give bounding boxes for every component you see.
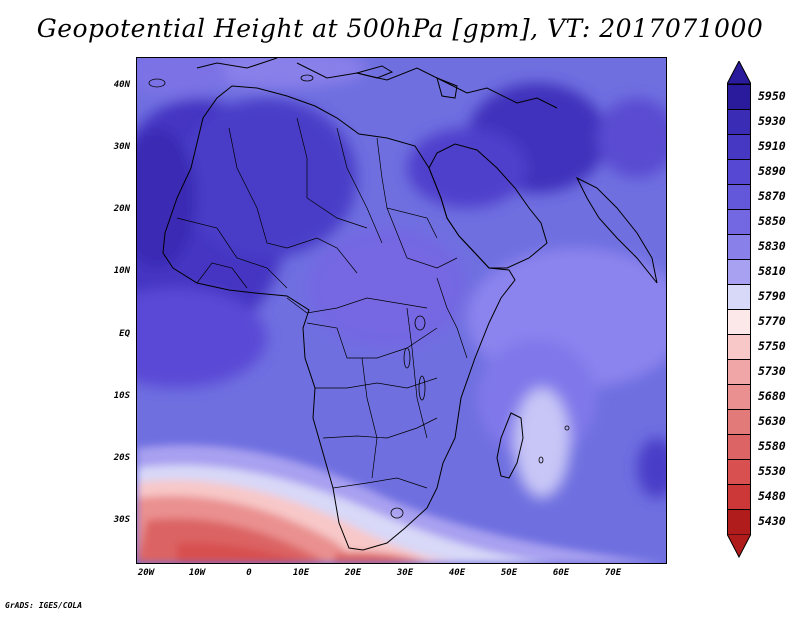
colorbar-label: 5680 [758, 388, 786, 403]
colorbar-bottom-arrow [727, 534, 751, 558]
colorbar-swatch [727, 509, 751, 535]
lon-label-70e: 70E [604, 568, 622, 578]
lat-label-30n: 30N [113, 142, 130, 152]
field-shading [137, 58, 666, 498]
trough-bands [137, 445, 666, 563]
colorbar-swatch [727, 309, 751, 335]
lon-label-0: 0 [246, 568, 252, 578]
lat-label-eq: EQ [119, 329, 130, 339]
colorbar-swatch [727, 284, 751, 310]
colorbar-label: 5770 [758, 313, 786, 328]
lon-label-50e: 50E [500, 568, 518, 578]
india-coast [575, 176, 658, 284]
colorbar-label: 5950 [758, 88, 786, 103]
lakes-islands [148, 74, 570, 519]
lat-label-20n: 20N [113, 204, 130, 214]
lon-label-20e: 20E [344, 568, 362, 578]
lat-label-40n: 40N [113, 80, 130, 90]
lon-label-60e: 60E [552, 568, 570, 578]
lat-label-10n: 10N [113, 266, 130, 276]
colorbar-swatch [727, 234, 751, 260]
colorbar-label: 5430 [758, 513, 786, 528]
grads-credit: GrADS: IGES/COLA [5, 601, 83, 610]
lon-label-20w: 20W [137, 568, 155, 578]
colorbar-swatch [727, 459, 751, 485]
lon-label-40e: 40E [448, 568, 466, 578]
colorbar-swatch [727, 109, 751, 135]
colorbar-swatch [727, 134, 751, 160]
colorbar-label: 5750 [758, 338, 786, 353]
colorbar-swatch [727, 359, 751, 385]
lon-label-10e: 10E [292, 568, 310, 578]
colorbar-swatch [727, 84, 751, 110]
map-panel [136, 57, 667, 564]
colorbar-label: 5530 [758, 463, 786, 478]
inland-seas [355, 65, 458, 99]
colorbar-label: 5930 [758, 113, 786, 128]
lat-label-30s: 30S [113, 515, 130, 525]
colorbar-swatch [727, 484, 751, 510]
lon-label-30e: 30E [396, 568, 414, 578]
colorbar-label: 5810 [758, 263, 786, 278]
colorbar: 5950 5930 5910 5890 5870 5850 5830 5810 5790 5770… [722, 61, 800, 562]
lon-label-10w: 10W [188, 568, 206, 578]
colorbar-swatch [727, 434, 751, 460]
colorbar-label: 5890 [758, 163, 786, 178]
colorbar-label: 5870 [758, 188, 786, 203]
colorbar-swatch [727, 209, 751, 235]
africa-coast [162, 85, 516, 551]
map-title: Geopotential Height at 500hPa [gpm], VT:… [36, 14, 764, 43]
colorbar-swatch [727, 384, 751, 410]
colorbar-label: 5830 [758, 238, 786, 253]
colorbar-swatch [727, 334, 751, 360]
colorbar-label: 5580 [758, 438, 786, 453]
geopotential-field [137, 58, 666, 563]
colorbar-label: 5630 [758, 413, 786, 428]
arabia-coast [428, 143, 548, 269]
country-borders [176, 117, 468, 489]
colorbar-label: 5730 [758, 363, 786, 378]
lat-label-20s: 20S [113, 453, 130, 463]
madagascar-coast [496, 412, 524, 479]
colorbar-label: 5480 [758, 488, 786, 503]
colorbar-label: 5910 [758, 138, 786, 153]
colorbar-swatch [727, 259, 751, 285]
colorbar-label: 5790 [758, 288, 786, 303]
lat-label-10s: 10S [113, 391, 130, 401]
colorbar-swatch [727, 184, 751, 210]
colorbar-swatch [727, 409, 751, 435]
colorbar-swatch [727, 159, 751, 185]
colorbar-top-arrow [727, 61, 751, 85]
colorbar-label: 5850 [758, 213, 786, 228]
coastlines [162, 58, 658, 551]
